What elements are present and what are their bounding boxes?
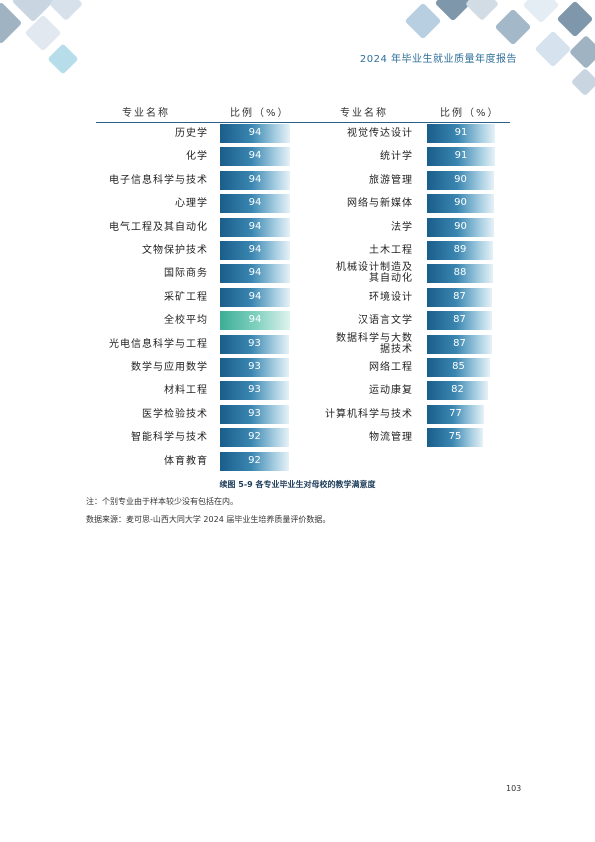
satisfaction-bar: 94 — [220, 241, 290, 260]
major-name: 化学 — [186, 151, 208, 162]
footnote: 注：个别专业由于样本较少没有包括在内。 — [86, 497, 238, 506]
bar-value-label: 89 — [453, 244, 467, 255]
major-name: 全校平均 — [164, 315, 208, 326]
major-name: 电子信息科学与技术 — [109, 175, 208, 186]
bar-value-label: 91 — [454, 150, 468, 161]
satisfaction-bar: 92 — [220, 452, 289, 471]
major-name: 机械设计制造及其自动化 — [336, 262, 413, 284]
bar-value-label: 94 — [248, 221, 262, 232]
bar-value-label: 94 — [248, 197, 262, 208]
bar-value-label: 75 — [448, 431, 462, 442]
major-name: 计算机科学与技术 — [325, 409, 413, 420]
satisfaction-bar: 94 — [220, 147, 290, 166]
bar-value-label: 92 — [248, 431, 261, 442]
major-name: 文物保护技术 — [142, 245, 208, 256]
major-name: 环境设计 — [369, 292, 413, 303]
page-number: 103 — [506, 784, 522, 793]
major-name: 物流管理 — [369, 432, 413, 443]
satisfaction-bar: 94 — [220, 124, 290, 143]
satisfaction-bar: 92 — [220, 428, 289, 447]
bar-value-label: 93 — [248, 384, 261, 395]
satisfaction-bar: 94 — [220, 171, 290, 190]
major-name: 国际商务 — [164, 268, 208, 279]
bar-value-label: 93 — [248, 338, 261, 349]
satisfaction-bar: 94 — [220, 264, 290, 283]
bar-value-label: 94 — [248, 267, 262, 278]
bar-value-label: 94 — [248, 314, 262, 325]
satisfaction-bar: 87 — [427, 335, 492, 354]
satisfaction-bar: 89 — [427, 241, 493, 260]
bar-value-label: 93 — [248, 408, 261, 419]
major-name: 心理学 — [175, 198, 208, 209]
satisfaction-bar: 88 — [427, 264, 493, 283]
major-name: 网络工程 — [369, 362, 413, 373]
major-name: 光电信息科学与工程 — [109, 339, 208, 350]
bar-value-label: 90 — [454, 197, 467, 208]
major-name: 智能科学与技术 — [131, 432, 208, 443]
satisfaction-bar: 90 — [427, 194, 494, 213]
bar-value-label: 93 — [248, 361, 261, 372]
column-header-ratio-left: 比例（%） — [230, 108, 290, 119]
satisfaction-bar: 87 — [427, 288, 492, 307]
table-header-rule — [96, 122, 510, 123]
data-source-note: 数据来源：麦可思-山西大同大学 2024 届毕业生培养质量评价数据。 — [86, 515, 331, 524]
major-name: 材料工程 — [164, 385, 208, 396]
bar-value-label: 94 — [248, 127, 262, 138]
figure-caption: 续图 5-9 各专业毕业生对母校的教学满意度 — [219, 480, 376, 489]
bar-value-label: 94 — [248, 244, 262, 255]
column-header-major-right: 专业名称 — [340, 108, 388, 119]
bar-value-label: 87 — [453, 314, 466, 325]
major-name: 法学 — [391, 222, 413, 233]
bar-value-label: 90 — [454, 174, 467, 185]
bar-value-label: 85 — [452, 361, 465, 372]
satisfaction-bar: 82 — [427, 381, 488, 400]
major-name: 数据科学与大数据技术 — [336, 333, 413, 355]
bar-value-label: 94 — [248, 174, 262, 185]
bar-value-label: 82 — [451, 384, 464, 395]
bar-value-label: 94 — [248, 150, 262, 161]
major-name: 电气工程及其自动化 — [109, 222, 208, 233]
satisfaction-bar: 94 — [220, 194, 290, 213]
satisfaction-bar: 75 — [427, 428, 483, 447]
major-name: 医学检验技术 — [142, 409, 208, 420]
bar-value-label: 92 — [248, 455, 261, 466]
major-name: 汉语言文学 — [358, 315, 413, 326]
major-name: 视觉传达设计 — [347, 128, 413, 139]
major-name: 运动康复 — [369, 385, 413, 396]
satisfaction-bar: 93 — [220, 405, 289, 424]
satisfaction-bar: 94 — [220, 288, 290, 307]
bar-value-label: 90 — [454, 221, 467, 232]
satisfaction-bar: 93 — [220, 358, 289, 377]
bar-value-label: 91 — [454, 127, 468, 138]
bar-value-label: 77 — [449, 408, 462, 419]
satisfaction-bar: 90 — [427, 171, 494, 190]
column-header-ratio-right: 比例（%） — [440, 108, 500, 119]
bar-value-label: 88 — [453, 267, 467, 278]
bar-value-label: 87 — [453, 291, 466, 302]
satisfaction-bar: 93 — [220, 381, 289, 400]
satisfaction-bar: 85 — [427, 358, 490, 377]
major-name: 采矿工程 — [164, 292, 208, 303]
column-header-major-left: 专业名称 — [122, 108, 170, 119]
average-bar: 94 — [220, 311, 290, 330]
major-name: 体育教育 — [164, 456, 208, 467]
major-name: 统计学 — [380, 151, 413, 162]
major-name: 旅游管理 — [369, 175, 413, 186]
bar-value-label: 94 — [248, 291, 262, 302]
satisfaction-bar: 87 — [427, 311, 492, 330]
satisfaction-bar: 91 — [427, 147, 495, 166]
satisfaction-bar: 91 — [427, 124, 495, 143]
major-name: 网络与新媒体 — [347, 198, 413, 209]
satisfaction-bar: 77 — [427, 405, 484, 424]
major-name: 数学与应用数学 — [131, 362, 208, 373]
satisfaction-bar: 90 — [427, 218, 494, 237]
major-name: 历史学 — [175, 128, 208, 139]
satisfaction-bar: 93 — [220, 335, 289, 354]
major-name: 土木工程 — [369, 245, 413, 256]
satisfaction-bar: 94 — [220, 218, 290, 237]
bar-value-label: 87 — [453, 338, 466, 349]
report-header-title: 2024 年毕业生就业质量年度报告 — [359, 54, 517, 65]
